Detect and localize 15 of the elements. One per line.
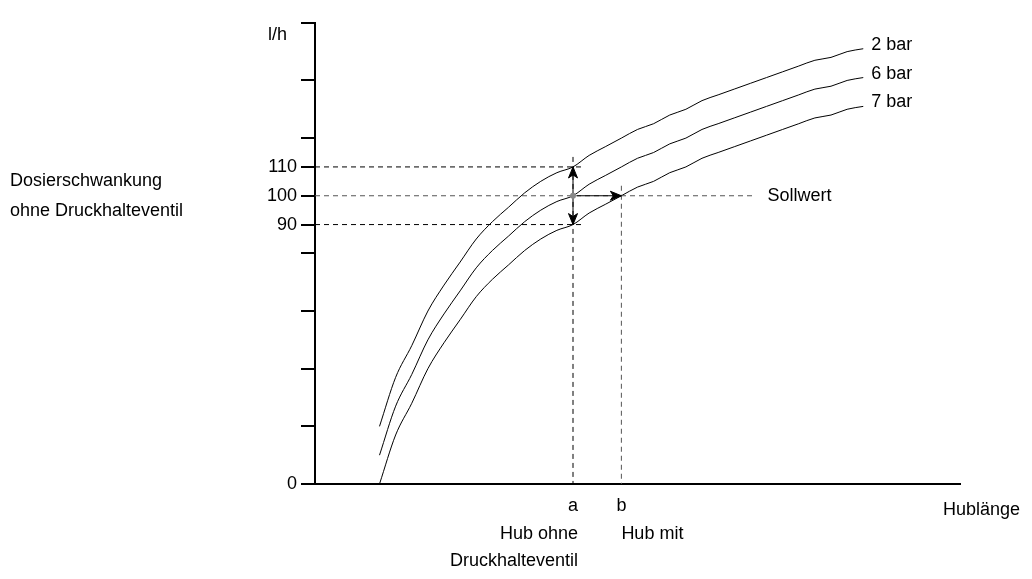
text: Hub mit <box>621 522 684 543</box>
ref-line-label: Sollwert <box>767 184 832 205</box>
y-tick-label: 90 <box>276 213 297 234</box>
text: Hub ohne Druckhalteventil <box>449 522 578 570</box>
y-tick-label: 0 <box>286 472 297 493</box>
y-tick-label: 100 <box>266 184 297 205</box>
series-label: 2 bar <box>871 33 913 54</box>
series-label: 6 bar <box>871 62 913 83</box>
x-tick-label: b <box>616 494 627 515</box>
x-tick-label: a <box>567 494 579 515</box>
y-axis-title: l/h <box>267 23 287 44</box>
y-tick-label: 110 <box>268 155 297 176</box>
text: Dosierschwankung ohne Druckhalteventil <box>10 169 184 220</box>
series-label: 7 bar <box>871 91 913 112</box>
x-axis-title: Hublänge <box>942 498 1020 519</box>
